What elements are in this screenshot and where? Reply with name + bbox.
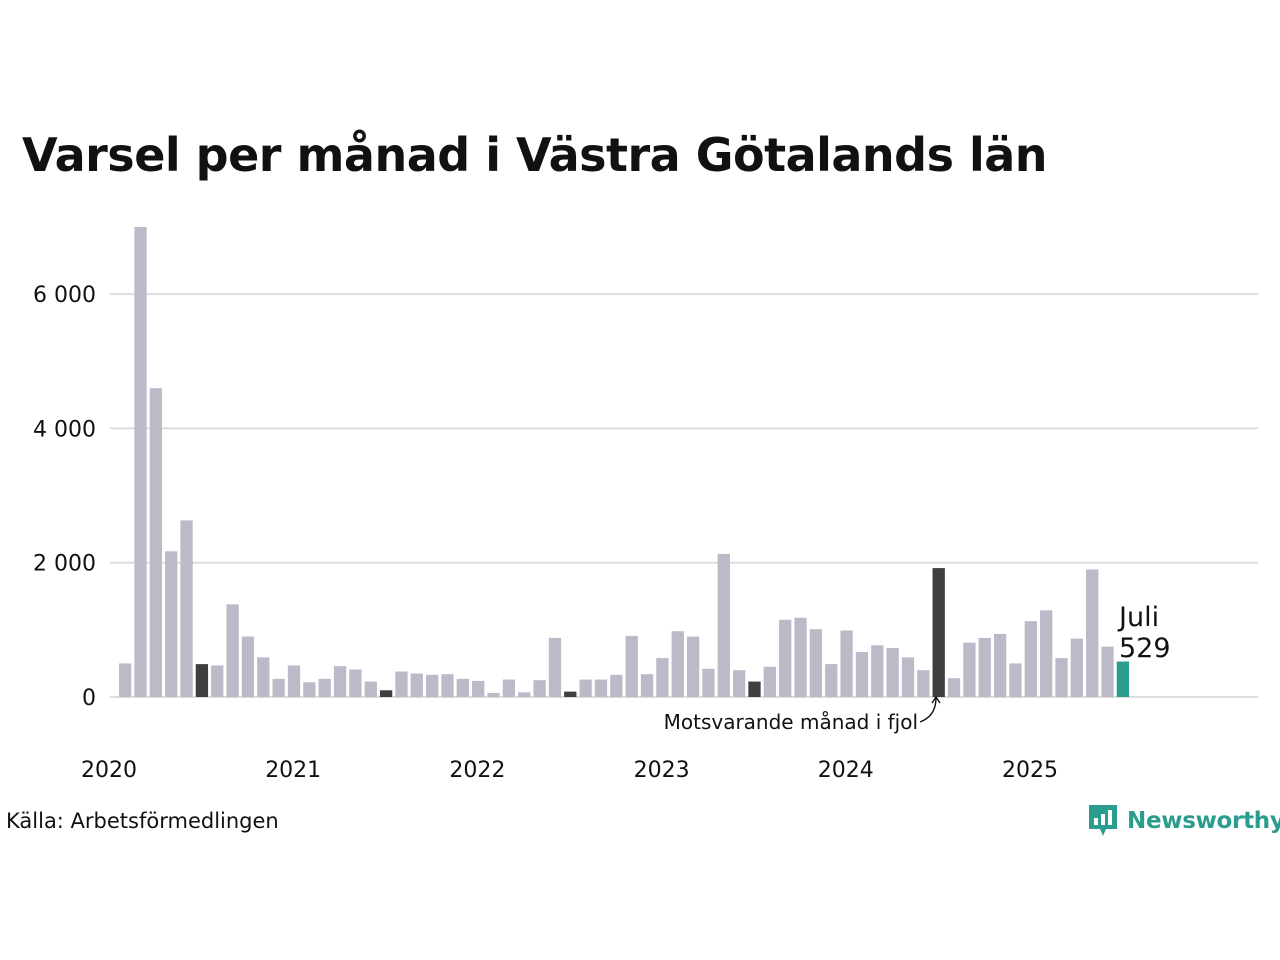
bar	[226, 604, 239, 697]
bar-current-month	[1116, 661, 1130, 697]
bar	[594, 679, 608, 697]
bar-same-month	[195, 664, 209, 697]
bar	[855, 652, 869, 697]
bar	[717, 553, 730, 697]
bar	[1101, 646, 1114, 697]
y-tick-label: 6 000	[33, 283, 96, 308]
bar	[487, 692, 500, 697]
bar	[257, 657, 270, 697]
bar	[702, 668, 715, 697]
bar	[809, 629, 823, 697]
y-tick-label: 2 000	[33, 552, 96, 577]
bar	[1070, 638, 1083, 697]
bar-same-month	[564, 691, 577, 697]
x-tick-label: 2020	[81, 758, 137, 783]
x-tick-label: 2023	[634, 758, 690, 783]
bar	[119, 663, 132, 697]
newsworthy-logo[interactable]: Newsworthy	[1087, 803, 1280, 839]
bar	[1086, 569, 1099, 697]
annotations: Juli 529 Motsvarande månad i fjol	[664, 602, 1171, 734]
bar	[548, 637, 562, 697]
bar	[441, 674, 454, 697]
bar	[871, 645, 884, 697]
bars	[119, 227, 1130, 697]
bar	[840, 630, 853, 697]
bar	[947, 678, 961, 697]
bar	[656, 658, 669, 697]
bar	[579, 679, 592, 697]
bar	[410, 673, 423, 697]
bar	[364, 681, 377, 697]
bar	[456, 678, 469, 697]
bar	[318, 678, 331, 697]
current-month-label: Juli	[1117, 602, 1159, 633]
x-tick-label: 2024	[818, 758, 874, 783]
bar	[165, 551, 178, 697]
bar	[518, 692, 531, 697]
bar	[180, 520, 193, 697]
bar	[763, 666, 776, 697]
bar	[1055, 658, 1068, 697]
x-tick-label: 2022	[449, 758, 505, 783]
bar	[625, 635, 638, 697]
bar	[963, 642, 976, 697]
bar	[917, 670, 930, 697]
logo-text: Newsworthy	[1127, 808, 1280, 834]
bar	[1040, 610, 1053, 697]
bar	[134, 227, 147, 697]
previous-year-arrowhead	[931, 695, 941, 704]
chart-title: Varsel per månad i Västra Götalands län	[22, 128, 1048, 182]
bar-same-month	[748, 681, 761, 697]
bar	[426, 674, 439, 697]
bar	[825, 664, 838, 697]
y-tick-label: 4 000	[33, 417, 96, 442]
bar	[211, 665, 224, 697]
y-axis-ticks: 0 2 000 4 000 6 000	[33, 283, 96, 711]
bar-same-month	[379, 690, 393, 697]
bar	[472, 680, 485, 697]
bar	[149, 388, 162, 697]
gridlines	[110, 293, 1258, 698]
source-note: Källa: Arbetsförmedlingen	[6, 809, 279, 833]
bar	[241, 636, 255, 697]
y-tick-label: 0	[82, 686, 96, 711]
bar	[349, 669, 362, 697]
bar	[502, 679, 516, 697]
bar	[1009, 663, 1022, 697]
bar	[978, 637, 991, 697]
bar	[640, 674, 654, 697]
bar	[303, 682, 316, 697]
bar	[287, 665, 301, 697]
bar	[886, 647, 899, 697]
x-tick-label: 2025	[1002, 758, 1058, 783]
bar	[779, 619, 792, 697]
bar-same-month	[932, 568, 945, 697]
bar	[686, 636, 700, 697]
x-axis-ticks: 2020 2021 2022 2023 2024 2025	[81, 758, 1058, 783]
bar	[993, 633, 1007, 697]
newsworthy-logo-icon	[1089, 805, 1117, 836]
bar	[610, 674, 623, 697]
bar	[794, 617, 807, 697]
bar	[733, 670, 746, 697]
current-value-label: 529	[1119, 633, 1171, 664]
x-tick-label: 2021	[265, 758, 321, 783]
bar	[533, 680, 546, 697]
bar	[1024, 621, 1037, 697]
bar	[333, 666, 347, 697]
previous-year-arrow	[919, 697, 937, 723]
bar	[395, 671, 408, 697]
bar	[272, 678, 285, 697]
bar	[901, 657, 915, 697]
previous-year-label: Motsvarande månad i fjol	[664, 710, 918, 734]
bar	[671, 631, 684, 697]
